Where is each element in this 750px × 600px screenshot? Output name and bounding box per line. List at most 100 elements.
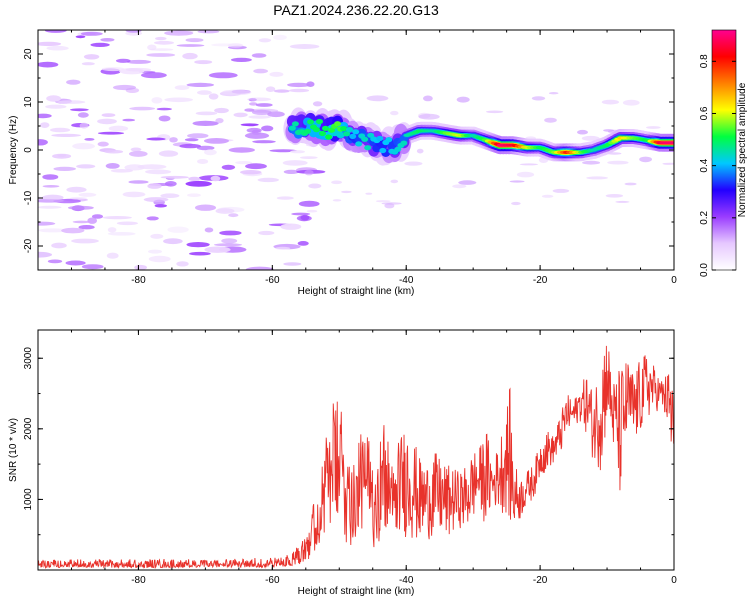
noise-blob: [112, 84, 137, 91]
noise-blob: [208, 93, 219, 100]
noise-blob: [228, 213, 239, 218]
ridge-segment: [376, 135, 384, 142]
noise-blob: [273, 34, 287, 41]
noise-blob: [197, 159, 209, 164]
noise-blob: [38, 251, 52, 258]
noise-blob: [84, 138, 95, 141]
y-tick-label: 0: [23, 147, 34, 153]
y-tick-label: 20: [23, 48, 34, 60]
ridge-segment: [304, 128, 311, 134]
figure-title: PAZ1.2024.236.22.20.G13: [273, 2, 439, 18]
noise-blob: [531, 96, 546, 101]
noise-blob: [210, 175, 221, 182]
ridge-segment: [385, 137, 393, 143]
noise-blob: [38, 41, 62, 47]
noise-blob: [87, 217, 97, 224]
noise-blob: [312, 101, 323, 107]
noise-blob: [42, 174, 59, 180]
noise-blob: [160, 175, 189, 179]
noise-blob: [605, 194, 624, 198]
ridge-segment: [319, 130, 326, 137]
noise-blob: [38, 61, 59, 68]
ridge-segment: [343, 131, 351, 137]
x-tick-label: -80: [131, 575, 146, 586]
noise-blob: [146, 216, 159, 221]
noise-blob: [97, 131, 125, 135]
y-tick-label: 10: [23, 96, 34, 108]
noise-blob: [416, 148, 424, 154]
noise-blob: [204, 149, 217, 156]
ridge-segment: [349, 133, 357, 139]
noise-blob: [258, 38, 272, 43]
y-tick-label: -10: [23, 190, 34, 205]
noise-blob: [81, 264, 104, 270]
ridge-segment: [325, 134, 333, 140]
noise-blob: [384, 203, 395, 209]
noise-blob: [582, 160, 601, 165]
x-tick-label: -20: [533, 275, 548, 286]
noise-blob: [196, 145, 215, 151]
noise-blob: [341, 190, 352, 194]
noise-blob: [249, 102, 258, 106]
noise-blob: [107, 227, 117, 233]
x-tick-label: -60: [265, 275, 280, 286]
noise-blob: [145, 169, 172, 175]
colorbar-frame: [711, 29, 737, 271]
noise-blob: [233, 112, 248, 118]
noise-blob: [46, 95, 61, 102]
noise-blob: [280, 223, 302, 230]
noise-blob: [102, 216, 132, 220]
ridge-segment: [400, 140, 408, 146]
noise-blob: [182, 52, 198, 60]
noise-blob: [283, 169, 300, 174]
noise-blob: [577, 129, 588, 135]
noise-blob: [46, 45, 69, 51]
noise-blob: [187, 133, 209, 139]
noise-blob: [298, 200, 320, 207]
colorbar-tick-label: 0.6: [699, 106, 710, 120]
noise-blob: [208, 72, 238, 79]
noise-blob: [66, 79, 81, 85]
noise-blob: [221, 238, 238, 244]
noise-blob: [228, 147, 255, 153]
noise-blob: [155, 36, 167, 41]
noise-blob: [261, 125, 274, 132]
noise-blob: [581, 135, 600, 141]
noise-blob: [65, 260, 86, 266]
noise-blob: [105, 163, 120, 169]
noise-blob: [107, 232, 136, 236]
ridge-segment: [394, 146, 402, 152]
noise-blob: [456, 96, 470, 103]
noise-blob: [179, 143, 201, 149]
noise-blob: [150, 48, 174, 51]
ridge-segment: [334, 121, 342, 127]
noise-blob: [214, 107, 229, 114]
noise-blob: [176, 44, 205, 47]
noise-blob: [390, 110, 399, 116]
noise-blob: [194, 60, 213, 65]
ridge-segment: [322, 125, 329, 131]
x-tick-label: -80: [131, 275, 146, 286]
noise-blob: [101, 113, 116, 117]
noise-blob: [509, 180, 525, 183]
noise-blob: [106, 252, 119, 259]
noise-blob: [150, 233, 164, 239]
spectrogram-heatmap: [38, 30, 674, 270]
noise-blob: [274, 89, 290, 93]
noise-blob: [246, 127, 262, 133]
noise-blob: [97, 141, 109, 147]
noise-blob: [72, 143, 95, 150]
noise-blob: [110, 169, 133, 173]
colorbar-tick-label: 0.8: [699, 54, 710, 68]
ridge-segment: [364, 145, 372, 151]
noise-blob: [289, 44, 320, 49]
noise-blob: [458, 180, 477, 185]
noise-blob: [186, 82, 215, 87]
noise-blob: [255, 103, 273, 107]
noise-blob: [615, 200, 630, 203]
noise-blob: [75, 35, 86, 39]
noise-blob: [154, 204, 167, 208]
colorbar-scale: [712, 30, 736, 270]
noise-blob: [299, 156, 318, 160]
noise-blob: [586, 176, 608, 180]
